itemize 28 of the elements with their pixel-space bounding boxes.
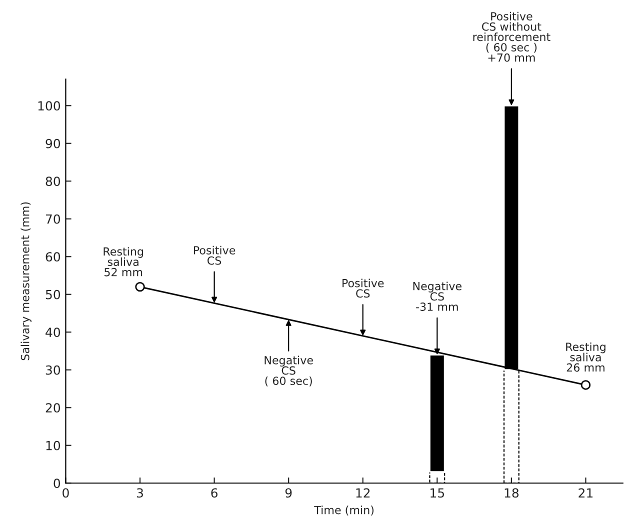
x-tick-label: 18	[504, 488, 519, 498]
y-tick-label: 60	[46, 252, 60, 262]
y-tick-label: 50	[46, 290, 60, 300]
x-tick-label: 3	[136, 488, 143, 498]
annotation: Positive CS	[342, 278, 384, 298]
y-tick-label: 20	[46, 403, 60, 413]
y-tick-label: 80	[46, 176, 60, 186]
y-tick-label: 100	[38, 101, 60, 111]
annotation: Resting saliva 26 mm	[566, 342, 606, 372]
annotation: Positive CS	[194, 246, 236, 265]
y-tick-label: 0	[54, 478, 60, 488]
y-tick-label: 70	[46, 214, 60, 224]
x-tick-label: 12	[356, 488, 370, 498]
x-tick-label: 9	[285, 488, 292, 498]
annotation: Positive CS without reinforcement ( 60 sec ) +70 mm	[473, 12, 550, 62]
annotation: Resting saliva 52 mm	[104, 247, 144, 276]
x-tick-label: 0	[62, 488, 69, 498]
y-axis-title: Salivary measurement (mm)	[20, 202, 32, 360]
y-tick-label: 40	[46, 328, 60, 338]
annotation: Negative CS -31 mm	[413, 282, 462, 311]
x-tick-label: 6	[211, 488, 218, 498]
y-tick-label: 30	[46, 365, 60, 375]
y-tick-label: 90	[46, 138, 60, 148]
x-tick-label: 15	[430, 488, 444, 498]
x-tick-label: 21	[578, 488, 593, 498]
x-axis-title: Time (min)	[314, 506, 374, 516]
y-tick-label: 10	[46, 440, 60, 450]
annotation: Negative CS ( 60 sec)	[264, 356, 313, 386]
